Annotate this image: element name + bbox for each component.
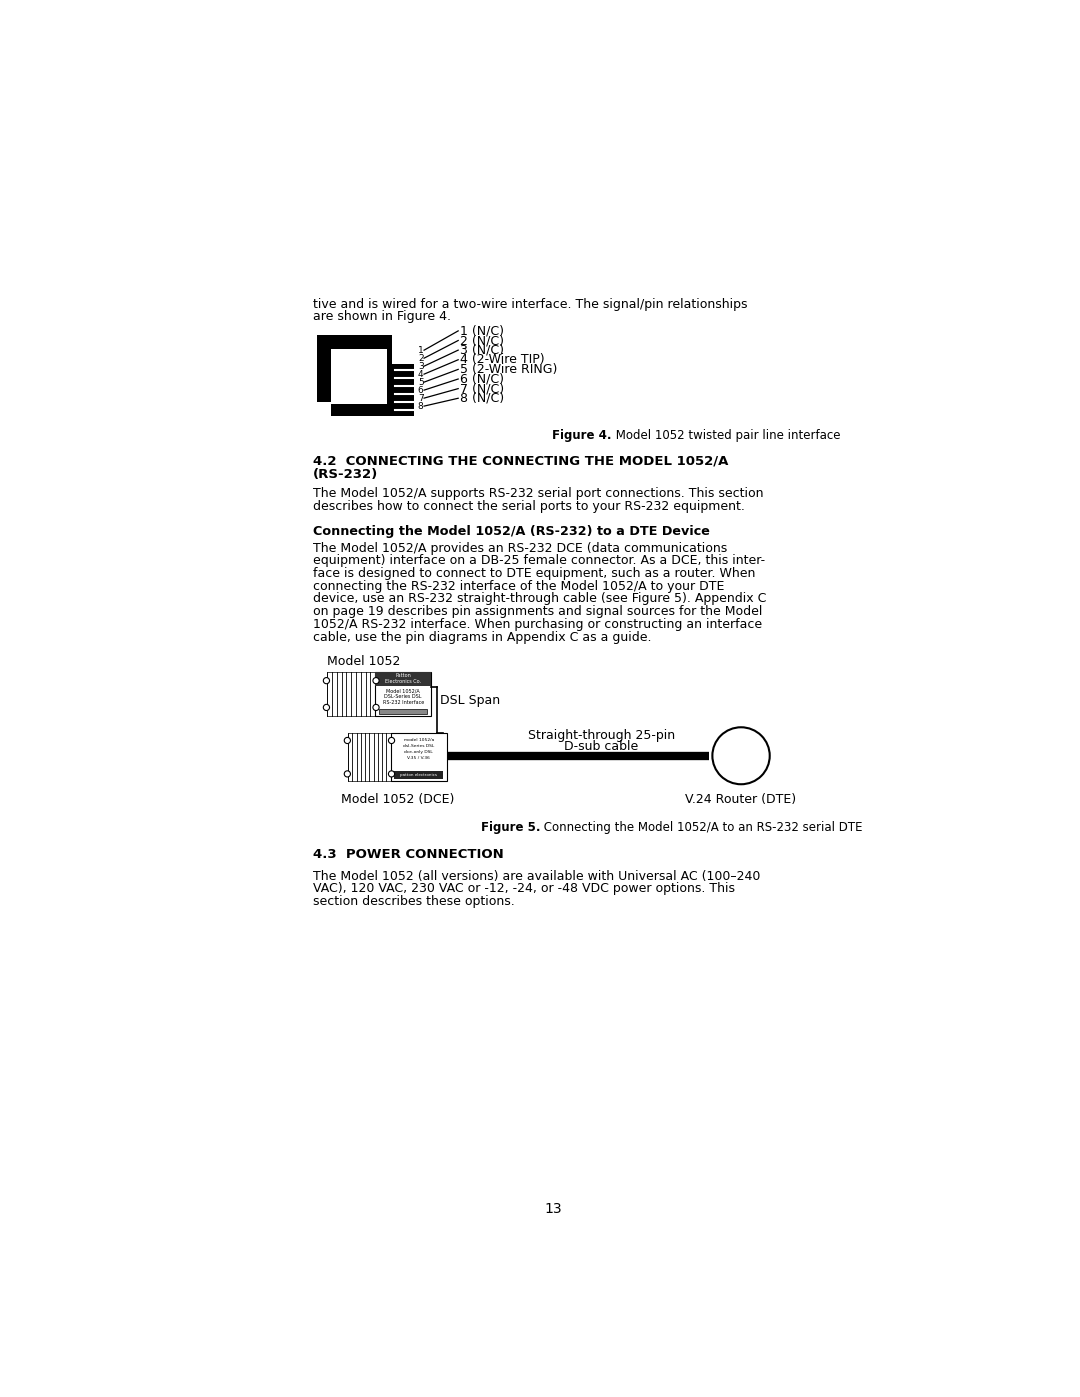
Text: 2: 2 <box>418 353 423 363</box>
Bar <box>318 402 332 415</box>
Text: 7: 7 <box>418 394 423 402</box>
Text: model 1052/a: model 1052/a <box>404 738 434 742</box>
Bar <box>375 672 431 717</box>
Text: Model 1052: Model 1052 <box>327 655 401 668</box>
Circle shape <box>373 678 379 683</box>
Text: dce-only DSL: dce-only DSL <box>404 750 433 754</box>
Text: 7 (N/C): 7 (N/C) <box>460 383 504 395</box>
Text: The Model 1052 (all versions) are available with Universal AC (100–240: The Model 1052 (all versions) are availa… <box>313 869 760 883</box>
Text: 4: 4 <box>418 370 423 379</box>
Text: D-sub cable: D-sub cable <box>564 739 638 753</box>
Text: 1: 1 <box>418 345 423 355</box>
Text: describes how to connect the serial ports to your RS-232 equipment.: describes how to connect the serial port… <box>313 500 745 513</box>
Text: Connecting the Model 1052/A (RS-232) to a DTE Device: Connecting the Model 1052/A (RS-232) to … <box>313 525 711 538</box>
Text: 8 (N/C): 8 (N/C) <box>460 391 504 405</box>
Circle shape <box>389 771 394 777</box>
Text: Patton
Electronics Co.: Patton Electronics Co. <box>386 673 421 685</box>
Circle shape <box>323 704 329 711</box>
Bar <box>327 672 375 717</box>
Text: 4.3  POWER CONNECTION: 4.3 POWER CONNECTION <box>313 848 504 861</box>
Bar <box>379 708 428 714</box>
Circle shape <box>345 771 350 777</box>
Text: The Model 1052/A supports RS-232 serial port connections. This section: The Model 1052/A supports RS-232 serial … <box>313 488 764 500</box>
Text: cable, use the pin diagrams in Appendix C as a guide.: cable, use the pin diagrams in Appendix … <box>313 630 651 644</box>
Circle shape <box>389 738 394 743</box>
Text: face is designed to connect to DTE equipment, such as a router. When: face is designed to connect to DTE equip… <box>313 567 756 580</box>
Text: 2 (N/C): 2 (N/C) <box>460 334 504 346</box>
Text: DSL-Series DSL: DSL-Series DSL <box>384 694 422 700</box>
Text: Straight-through 25-pin: Straight-through 25-pin <box>528 729 675 742</box>
Text: are shown in Figure 4.: are shown in Figure 4. <box>313 310 451 324</box>
Text: 3 (N/C): 3 (N/C) <box>460 344 504 356</box>
Text: 1052/A RS-232 interface. When purchasing or constructing an interface: 1052/A RS-232 interface. When purchasing… <box>313 617 762 631</box>
Bar <box>318 335 414 415</box>
Text: V.35 / V.36: V.35 / V.36 <box>407 756 430 760</box>
Text: Model 1052/A: Model 1052/A <box>387 689 420 694</box>
Bar <box>392 335 414 365</box>
Text: connecting the RS-232 interface of the Model 1052/A to your DTE: connecting the RS-232 interface of the M… <box>313 580 725 592</box>
Bar <box>394 771 444 778</box>
Text: tive and is wired for a two-wire interface. The signal/pin relationships: tive and is wired for a two-wire interfa… <box>313 298 747 310</box>
Text: VAC), 120 VAC, 230 VAC or -12, -24, or -48 VDC power options. This: VAC), 120 VAC, 230 VAC or -12, -24, or -… <box>313 883 735 895</box>
Circle shape <box>373 704 379 711</box>
Text: dsl-Series DSL: dsl-Series DSL <box>403 745 434 749</box>
Text: 13: 13 <box>544 1203 563 1217</box>
Text: (RS-232): (RS-232) <box>313 468 378 481</box>
Circle shape <box>345 738 350 743</box>
Text: V.24 Router (DTE): V.24 Router (DTE) <box>686 793 797 806</box>
Text: on page 19 describes pin assignments and signal sources for the Model: on page 19 describes pin assignments and… <box>313 605 762 617</box>
Text: RS-232 Interface: RS-232 Interface <box>382 700 423 705</box>
Text: 6: 6 <box>418 386 423 394</box>
Bar <box>375 672 431 686</box>
Circle shape <box>323 678 329 683</box>
Text: Model 1052 twisted pair line interface: Model 1052 twisted pair line interface <box>611 429 840 443</box>
Circle shape <box>713 728 770 784</box>
Text: DSL Span: DSL Span <box>441 694 500 707</box>
Text: section describes these options.: section describes these options. <box>313 895 515 908</box>
Text: device, use an RS-232 straight-through cable (see Figure 5). Appendix C: device, use an RS-232 straight-through c… <box>313 592 767 605</box>
Bar <box>332 349 387 404</box>
Text: Connecting the Model 1052/A to an RS-232 serial DTE: Connecting the Model 1052/A to an RS-232… <box>540 821 863 834</box>
Text: equipment) interface on a DB-25 female connector. As a DCE, this inter-: equipment) interface on a DB-25 female c… <box>313 555 766 567</box>
Text: 4 (2-Wire TIP): 4 (2-Wire TIP) <box>460 353 545 366</box>
Bar <box>391 733 446 781</box>
Text: 6 (N/C): 6 (N/C) <box>460 373 504 386</box>
Text: 4.2  CONNECTING THE CONNECTING THE MODEL 1052/A: 4.2 CONNECTING THE CONNECTING THE MODEL … <box>313 454 729 467</box>
Text: The Model 1052/A provides an RS-232 DCE (data communications: The Model 1052/A provides an RS-232 DCE … <box>313 542 728 555</box>
Text: 1 (N/C): 1 (N/C) <box>460 324 504 338</box>
Text: Figure 5.: Figure 5. <box>481 821 540 834</box>
Text: patton electronics: patton electronics <box>401 773 437 777</box>
Text: 3: 3 <box>418 362 423 370</box>
Bar <box>348 733 391 781</box>
Text: 5: 5 <box>418 377 423 387</box>
Text: Model 1052 (DCE): Model 1052 (DCE) <box>340 792 454 806</box>
Text: Figure 4.: Figure 4. <box>552 429 611 443</box>
Text: 5 (2-Wire RING): 5 (2-Wire RING) <box>460 363 558 376</box>
Text: 8: 8 <box>418 401 423 411</box>
